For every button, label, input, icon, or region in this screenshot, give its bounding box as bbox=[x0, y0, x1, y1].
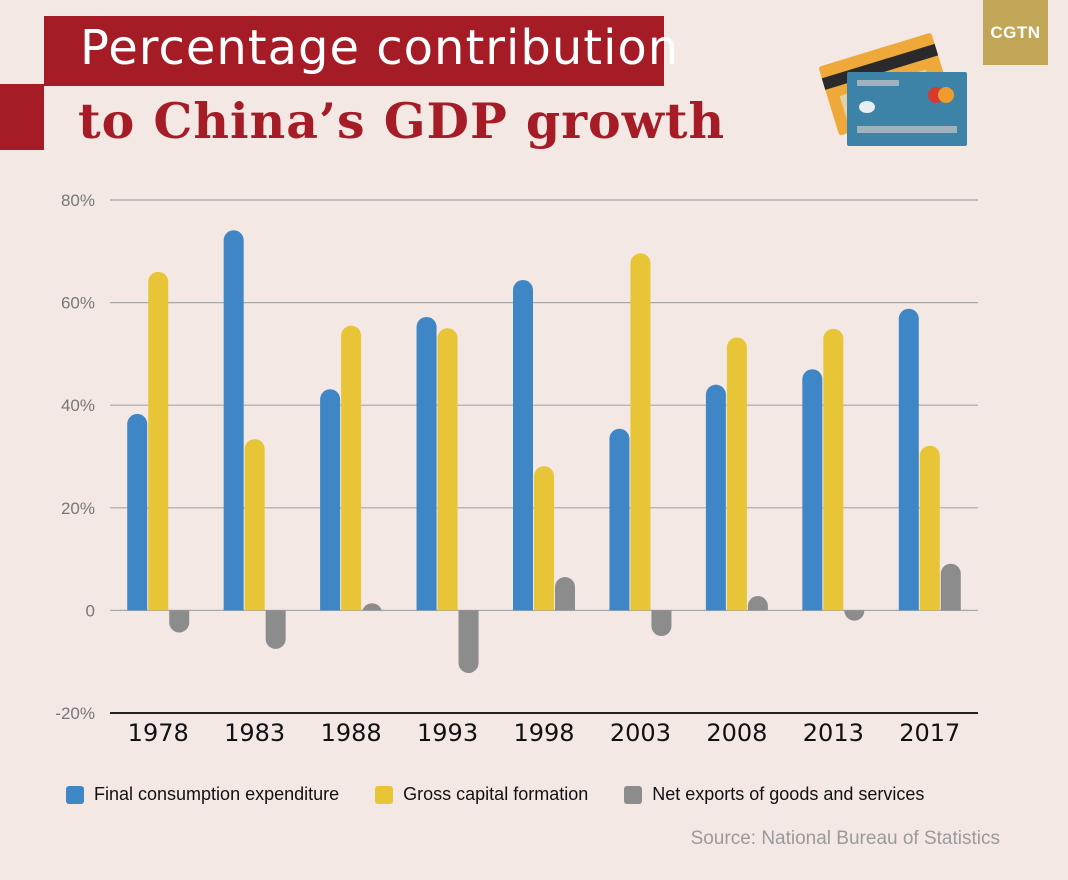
bar-net-exports-1978 bbox=[169, 610, 190, 633]
bar-consumption-2003 bbox=[609, 428, 630, 611]
bar-net-exports-1993 bbox=[458, 610, 479, 673]
bar-capital-1983 bbox=[244, 439, 265, 611]
legend-swatch-net-exports bbox=[624, 785, 643, 804]
legend-label-net-exports: Net exports of goods and services bbox=[652, 784, 925, 804]
x-tick-label: 1993 bbox=[417, 719, 478, 747]
legend-item-capital: Gross capital formation bbox=[375, 784, 588, 805]
legend-swatch-consumption bbox=[66, 785, 84, 804]
legend-item-net-exports: Net exports of goods and services bbox=[624, 784, 924, 805]
x-tick-label: 2013 bbox=[803, 719, 864, 747]
bar-net-exports-1998 bbox=[555, 577, 575, 611]
credit-cards-icon bbox=[819, 33, 967, 146]
bar-capital-1993 bbox=[437, 328, 458, 611]
chart-legend: Final consumption expenditure Gross capi… bbox=[66, 784, 924, 805]
gdp-contribution-bar-chart: 80% 60% 40% 20% 0 -20% 1978 1983 1988 1993 1998 200… bbox=[55, 191, 978, 747]
bar-capital-2013 bbox=[823, 328, 844, 611]
bar-consumption-1983 bbox=[223, 230, 244, 611]
title-side-tab bbox=[0, 84, 44, 150]
bar-net-exports-2003 bbox=[651, 610, 672, 637]
y-tick-label: 0 bbox=[86, 601, 95, 620]
source-note: Source: National Bureau of Statistics bbox=[690, 828, 1000, 849]
bar-net-exports-1988 bbox=[362, 603, 383, 614]
y-tick-label: -20% bbox=[55, 704, 95, 723]
y-tick-label: 40% bbox=[61, 396, 95, 415]
bar-capital-1998 bbox=[534, 466, 554, 611]
x-tick-label: 2008 bbox=[706, 719, 767, 747]
bar-capital-1988 bbox=[341, 325, 362, 611]
bar-net-exports-2008 bbox=[747, 596, 768, 611]
bar-capital-2017 bbox=[919, 445, 940, 611]
bar-consumption-2013 bbox=[802, 369, 823, 611]
x-tick-label: 1988 bbox=[321, 719, 382, 747]
bar-capital-1978 bbox=[148, 271, 169, 611]
bar-consumption-1978 bbox=[127, 413, 148, 611]
bar-consumption-2008 bbox=[705, 384, 726, 611]
x-tick-label: 1978 bbox=[128, 719, 189, 747]
cgtn-logo: CGTN bbox=[983, 0, 1048, 65]
y-tick-label: 80% bbox=[61, 191, 95, 210]
x-tick-label: 1998 bbox=[513, 719, 574, 747]
bar-net-exports-2013 bbox=[844, 610, 865, 621]
bar-consumption-1998 bbox=[513, 280, 533, 611]
chart-title-line1: Percentage contribution bbox=[80, 20, 680, 76]
bar-capital-2008 bbox=[726, 337, 747, 611]
legend-label-capital: Gross capital formation bbox=[403, 784, 589, 804]
legend-item-consumption: Final consumption expenditure bbox=[66, 784, 339, 805]
bar-net-exports-2017 bbox=[940, 563, 961, 611]
bar-consumption-2017 bbox=[898, 308, 919, 611]
bar-consumption-1988 bbox=[320, 389, 341, 611]
title-banner bbox=[44, 16, 664, 86]
bar-capital-2003 bbox=[630, 253, 651, 611]
y-tick-label: 20% bbox=[61, 499, 95, 518]
bar-consumption-1993 bbox=[416, 316, 437, 611]
legend-swatch-capital bbox=[375, 785, 394, 804]
bar-net-exports-1983 bbox=[265, 610, 286, 649]
legend-label-consumption: Final consumption expenditure bbox=[94, 784, 340, 804]
y-tick-label: 60% bbox=[61, 294, 95, 313]
x-tick-label: 1983 bbox=[224, 719, 285, 747]
chart-title-line2: to China’s GDP growth bbox=[78, 92, 726, 150]
x-tick-label: 2017 bbox=[899, 719, 960, 747]
x-tick-label: 2003 bbox=[610, 719, 671, 747]
